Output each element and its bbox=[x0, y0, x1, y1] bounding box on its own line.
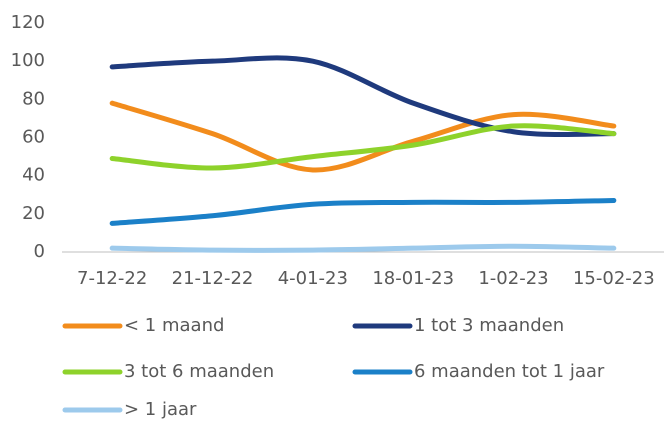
legend-label: 1 tot 3 maanden bbox=[414, 315, 564, 336]
y-tick-label: 100 bbox=[11, 50, 45, 71]
x-tick-label: 7-12-22 bbox=[77, 268, 147, 289]
x-tick-label: 15-02-23 bbox=[573, 268, 655, 289]
series-line bbox=[109, 123, 617, 171]
y-tick-label: 40 bbox=[22, 165, 45, 186]
y-tick-label: 120 bbox=[11, 12, 45, 33]
x-tick-label: 18-01-23 bbox=[372, 268, 454, 289]
y-tick-label: 60 bbox=[22, 127, 45, 148]
x-tick-label: 4-01-23 bbox=[278, 268, 348, 289]
y-tick-label: 20 bbox=[22, 203, 45, 224]
series-line bbox=[109, 55, 617, 138]
series-line bbox=[109, 100, 617, 173]
y-tick-label: 80 bbox=[22, 88, 45, 109]
x-tick-label: 21-12-22 bbox=[172, 268, 254, 289]
legend-label: 6 maanden tot 1 jaar bbox=[414, 361, 605, 382]
y-tick-label: 0 bbox=[34, 241, 45, 262]
series-line bbox=[109, 243, 617, 253]
series-line bbox=[109, 197, 617, 226]
legend-label: 3 tot 6 maanden bbox=[124, 361, 274, 382]
x-tick-label: 1-02-23 bbox=[478, 268, 548, 289]
legend-label: > 1 jaar bbox=[124, 399, 197, 420]
legend-label: < 1 maand bbox=[124, 315, 224, 336]
